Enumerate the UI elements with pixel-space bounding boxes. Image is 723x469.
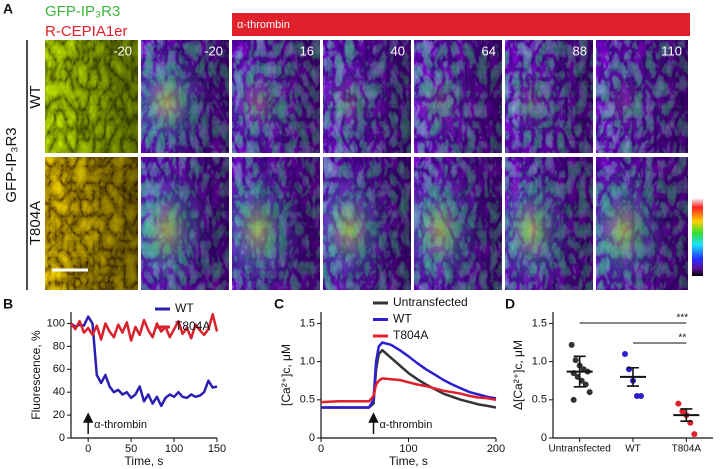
micrograph-fade [45, 40, 138, 153]
x-tick-label: 0 [85, 443, 91, 455]
data-point [638, 393, 644, 399]
legend-label: Untransfected [393, 295, 468, 309]
x-tick-label: 200 [487, 443, 505, 455]
micrograph-fade [45, 157, 138, 290]
micrograph-fade [323, 40, 411, 153]
micrograph-fade [596, 157, 688, 290]
data-point [675, 400, 682, 407]
micrograph-fade [505, 157, 593, 290]
x-tick-label: Untransfected [549, 444, 611, 455]
y-axis-label: Δ[Ca²⁺]c, μM [511, 340, 525, 410]
series-line [70, 315, 218, 408]
y-axis-label: [Ca²⁺]c, μM [279, 344, 293, 406]
significance-label: ** [678, 333, 686, 344]
error-bar [680, 408, 693, 422]
x-tick-label: 100 [399, 443, 417, 455]
construct-label: GFP-IP₃R3 [3, 127, 20, 202]
y-tick-label: 0.5 [532, 394, 547, 406]
y-tick-label: 0.5 [300, 394, 315, 406]
x-tick-label: 0 [318, 443, 324, 455]
stimulus-bar [232, 13, 690, 36]
y-tick-label: 1.0 [300, 356, 315, 368]
data-point [568, 341, 575, 348]
data-point [691, 431, 698, 438]
panel-label: B [3, 296, 13, 312]
x-tick-label: T804A [672, 444, 702, 455]
frame-time: -20 [204, 43, 223, 58]
y-tick-label: 60 [53, 363, 65, 375]
x-tick-label: WT [625, 444, 641, 455]
row-label: WT [27, 85, 44, 108]
stimulus-arrow [368, 412, 379, 434]
data-point [622, 351, 628, 357]
color-scale [692, 198, 703, 276]
y-tick-label: 0 [309, 432, 315, 444]
frame-time: 16 [300, 43, 314, 58]
channel-label: GFP-IP₃R3 [45, 3, 120, 20]
significance-label: *** [676, 313, 688, 324]
data-point [586, 389, 593, 396]
x-axis-label: Time, s [389, 454, 428, 468]
stimulus-label: α-thrombin [380, 419, 433, 431]
series-line [70, 313, 219, 342]
legend-label: T804A [175, 319, 210, 333]
data-point [572, 357, 579, 364]
y-tick-label: 40 [53, 386, 65, 398]
micrograph-fade [141, 157, 229, 290]
stimulus-label: α-thrombin [94, 419, 147, 431]
y-tick-label: 20 [53, 409, 65, 421]
x-tick-label: 150 [208, 443, 226, 455]
x-tick-label: 100 [165, 443, 183, 455]
channel-label: R-CEPIA1er [45, 23, 128, 40]
micrograph-fade [323, 157, 411, 290]
legend-label: T804A [393, 328, 428, 342]
series-line [320, 377, 497, 404]
x-tick-label: 50 [125, 443, 137, 455]
error-bar [627, 366, 639, 387]
panel-label: D [505, 296, 515, 312]
charts: -20 -20 16 40 64 88 110 0 20 40 60 80 100 0 50 100 150 Ti… [29, 43, 713, 468]
y-axis-label: Fluorescence, % [29, 330, 43, 420]
stimulus-label: α-thrombin [237, 19, 290, 31]
micrograph-fade [505, 40, 593, 153]
x-axis-label: Time, s [125, 454, 164, 468]
y-tick-label: 1.5 [532, 317, 547, 329]
stimulus-arrow [82, 412, 94, 434]
series-line [321, 341, 497, 409]
micrographs [45, 40, 688, 290]
error-bar [573, 355, 586, 388]
legend-label: WT [175, 301, 194, 315]
row-label: T804A [27, 201, 44, 245]
panel-label: C [274, 296, 284, 312]
frame-time: 64 [482, 43, 496, 58]
frame-time: -20 [113, 43, 132, 58]
micrograph-fade [596, 40, 688, 153]
legend-label: WT [393, 312, 412, 326]
series-line [321, 348, 497, 409]
y-tick-label: 100 [47, 317, 65, 329]
micrograph-fade [232, 157, 320, 290]
micrograph-fade [414, 157, 502, 290]
y-tick-label: 80 [53, 340, 65, 352]
micrograph-fade [141, 40, 229, 153]
y-tick-label: 1.0 [532, 356, 547, 368]
frame-time: 88 [573, 43, 587, 58]
micrograph-fade [414, 40, 502, 153]
micrograph-fade [232, 40, 320, 153]
frame-time: 110 [661, 43, 682, 58]
y-tick-label: 1.5 [300, 317, 315, 329]
data-point [570, 396, 577, 403]
y-tick-label: 0 [59, 432, 65, 444]
frame-time: 40 [391, 43, 405, 58]
panel-label: A [3, 1, 13, 17]
y-tick-label: 0 [541, 432, 547, 444]
